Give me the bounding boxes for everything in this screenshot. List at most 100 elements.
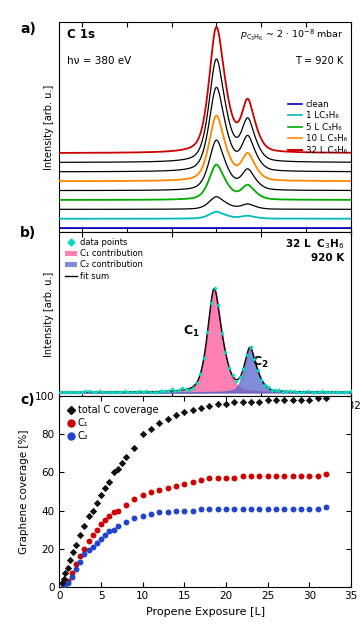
- Point: [165, 507, 171, 517]
- Point: [212, 283, 217, 293]
- Point: [305, 387, 311, 397]
- Point: [298, 387, 303, 397]
- Text: b): b): [20, 226, 36, 240]
- Point: [207, 401, 212, 411]
- Point: [315, 394, 320, 404]
- Point: [248, 471, 254, 481]
- Point: [173, 410, 179, 420]
- Point: [90, 542, 96, 552]
- Point: [207, 503, 212, 513]
- Point: [306, 471, 312, 481]
- Point: [231, 473, 237, 483]
- Point: [265, 503, 271, 513]
- Point: [98, 490, 104, 501]
- Point: [256, 503, 262, 513]
- Point: [148, 509, 154, 519]
- Point: [265, 471, 271, 481]
- Point: [154, 387, 160, 397]
- Point: [61, 574, 67, 584]
- Point: [244, 350, 250, 360]
- Point: [282, 503, 287, 513]
- Point: [94, 524, 100, 535]
- Point: [255, 365, 261, 375]
- Text: $p_{\mathregular{C_3H_6}}$ ~ 2 · 10$^{-8}$ mbar: $p_{\mathregular{C_3H_6}}$ ~ 2 · 10$^{-8…: [240, 28, 344, 43]
- Point: [107, 511, 112, 521]
- Point: [97, 386, 103, 396]
- Point: [165, 386, 171, 396]
- Point: [215, 473, 221, 483]
- Point: [69, 572, 75, 582]
- Point: [123, 452, 129, 462]
- Point: [107, 477, 112, 487]
- Point: [72, 387, 77, 397]
- Point: [140, 429, 145, 440]
- Point: [287, 387, 293, 397]
- Point: [276, 385, 282, 395]
- Point: [115, 520, 121, 531]
- Point: [165, 414, 171, 424]
- Point: [223, 399, 229, 409]
- Point: [181, 406, 187, 417]
- Point: [111, 467, 116, 478]
- Text: a): a): [20, 22, 36, 37]
- Text: hν = 380 eV: hν = 380 eV: [67, 56, 131, 66]
- Point: [77, 556, 83, 567]
- Point: [273, 395, 279, 405]
- Point: [108, 387, 113, 397]
- Point: [65, 562, 71, 572]
- Point: [86, 536, 91, 546]
- Point: [111, 524, 116, 535]
- Point: [282, 395, 287, 405]
- Point: [230, 370, 235, 381]
- Point: [309, 387, 314, 397]
- Point: [115, 505, 121, 515]
- Point: [81, 520, 87, 531]
- Point: [90, 505, 96, 515]
- Point: [73, 540, 79, 550]
- Point: [290, 471, 296, 481]
- Point: [315, 471, 320, 481]
- Point: [186, 385, 192, 395]
- Point: [81, 549, 87, 560]
- Point: [315, 503, 320, 513]
- Point: [75, 387, 81, 397]
- Point: [90, 530, 96, 540]
- Point: [316, 387, 321, 397]
- Point: [327, 387, 332, 397]
- Point: [169, 385, 175, 395]
- Point: [312, 387, 318, 397]
- Point: [61, 579, 67, 590]
- Point: [140, 511, 145, 521]
- Point: [64, 387, 70, 397]
- Point: [77, 551, 83, 562]
- Point: [231, 397, 237, 407]
- Point: [173, 481, 179, 491]
- Point: [90, 387, 95, 397]
- Point: [273, 385, 279, 395]
- Point: [65, 578, 71, 588]
- Text: C 1s: C 1s: [67, 28, 95, 40]
- Point: [102, 530, 108, 540]
- Point: [323, 387, 329, 397]
- Point: [330, 387, 336, 397]
- Text: $\mathbf{C_1}$: $\mathbf{C_1}$: [183, 324, 200, 338]
- Point: [70, 547, 76, 558]
- Point: [215, 503, 221, 513]
- Point: [198, 475, 204, 485]
- X-axis label: Propene Exposure [L]: Propene Exposure [L]: [146, 607, 265, 617]
- Point: [179, 383, 185, 394]
- Point: [273, 503, 279, 513]
- Point: [341, 387, 347, 397]
- Point: [100, 387, 106, 397]
- Point: [77, 530, 83, 540]
- Point: [240, 471, 246, 481]
- Point: [68, 387, 74, 397]
- Point: [345, 387, 350, 397]
- Point: [306, 503, 312, 513]
- Point: [273, 471, 279, 481]
- Point: [190, 477, 195, 487]
- Point: [337, 387, 343, 397]
- Point: [115, 387, 121, 397]
- Point: [269, 385, 275, 395]
- Point: [111, 507, 116, 517]
